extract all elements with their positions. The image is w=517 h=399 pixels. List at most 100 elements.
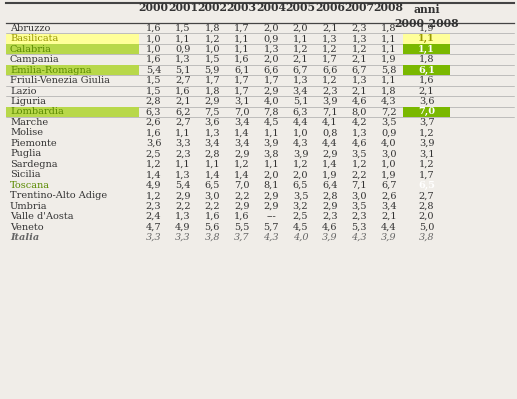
Text: 5,4: 5,4	[175, 181, 191, 190]
Text: Molise: Molise	[10, 128, 43, 137]
Text: 1,2: 1,2	[352, 160, 367, 169]
Text: 4,6: 4,6	[322, 223, 338, 231]
Text: 1,6: 1,6	[205, 212, 220, 221]
Text: 1,3: 1,3	[293, 76, 308, 85]
Text: 2,0: 2,0	[293, 170, 308, 179]
Text: Friuli-Venezia Giulia: Friuli-Venezia Giulia	[10, 76, 110, 85]
Text: 0,8: 0,8	[322, 128, 338, 137]
Text: 4,9: 4,9	[146, 181, 161, 190]
Text: 2,6: 2,6	[381, 191, 397, 200]
Text: 3,0: 3,0	[381, 149, 397, 158]
Text: Piemonte: Piemonte	[10, 139, 56, 148]
Text: media
anni
2000-2008: media anni 2000-2008	[394, 0, 459, 29]
Text: 3,7: 3,7	[419, 118, 434, 127]
Text: 1,3: 1,3	[263, 45, 279, 54]
Text: 2,4: 2,4	[146, 212, 161, 221]
Text: 1,2: 1,2	[234, 160, 250, 169]
Text: 2,9: 2,9	[322, 149, 338, 158]
Text: 1,1: 1,1	[175, 128, 191, 137]
Text: 1,5: 1,5	[175, 24, 191, 33]
Text: 1,1: 1,1	[175, 34, 191, 43]
Text: 1,0: 1,0	[205, 45, 220, 54]
Text: Toscana: Toscana	[10, 181, 50, 190]
Text: 1,6: 1,6	[234, 212, 250, 221]
Text: 1,2: 1,2	[205, 34, 220, 43]
Text: 2,9: 2,9	[263, 191, 279, 200]
Text: 6,1: 6,1	[234, 65, 250, 75]
Text: 4,1: 4,1	[322, 118, 338, 127]
Text: Valle d'Aosta: Valle d'Aosta	[10, 212, 73, 221]
Text: 3,8: 3,8	[205, 233, 220, 242]
Text: 2002: 2002	[197, 2, 227, 13]
Text: 1,8: 1,8	[381, 87, 397, 95]
Text: 6,6: 6,6	[264, 65, 279, 75]
Text: 3,9: 3,9	[322, 97, 338, 106]
Text: 1,1: 1,1	[293, 34, 308, 43]
Text: 1,8: 1,8	[205, 87, 220, 95]
Text: 6,5: 6,5	[418, 181, 435, 190]
Text: 7,2: 7,2	[381, 107, 397, 117]
Text: 2,9: 2,9	[322, 201, 338, 211]
Text: 5,4: 5,4	[146, 65, 161, 75]
Text: 3,9: 3,9	[263, 139, 279, 148]
Text: Calabria: Calabria	[10, 45, 52, 54]
Text: 1,2: 1,2	[419, 128, 434, 137]
Text: 2004: 2004	[256, 2, 286, 13]
Text: 2,8: 2,8	[205, 149, 220, 158]
Text: 3,2: 3,2	[293, 201, 308, 211]
Text: Veneto: Veneto	[10, 223, 43, 231]
Text: 7,0: 7,0	[418, 107, 435, 117]
Bar	[403, 65, 450, 75]
Bar	[403, 34, 450, 44]
Text: 7,0: 7,0	[234, 107, 250, 117]
Text: 1,6: 1,6	[146, 128, 161, 137]
Text: 1,3: 1,3	[352, 128, 367, 137]
Text: Campania: Campania	[10, 55, 59, 64]
Text: 1,5: 1,5	[146, 76, 161, 85]
Text: 1,2: 1,2	[352, 45, 367, 54]
Text: 8,0: 8,0	[352, 107, 367, 117]
Text: 4,4: 4,4	[293, 118, 308, 127]
Text: Sardegna: Sardegna	[10, 160, 57, 169]
Text: 1,4: 1,4	[234, 128, 250, 137]
Text: ---: ---	[266, 212, 276, 221]
Text: 2,1: 2,1	[293, 55, 308, 64]
Text: 1,0: 1,0	[146, 34, 161, 43]
Text: 1,0: 1,0	[146, 45, 161, 54]
Text: 1,5: 1,5	[146, 87, 161, 95]
Text: 4,4: 4,4	[322, 139, 338, 148]
Text: Basilicata: Basilicata	[10, 34, 58, 43]
Text: 1,9: 1,9	[322, 170, 338, 179]
Text: 1,8: 1,8	[205, 24, 220, 33]
Text: 6,5: 6,5	[205, 181, 220, 190]
Text: 4,5: 4,5	[263, 118, 279, 127]
Text: 2,3: 2,3	[352, 212, 367, 221]
Text: 6,5: 6,5	[293, 181, 308, 190]
Text: 2,3: 2,3	[146, 201, 161, 211]
Text: 2,7: 2,7	[175, 118, 191, 127]
Text: 3,9: 3,9	[322, 233, 338, 242]
Text: 2,9: 2,9	[234, 201, 250, 211]
Text: 6,4: 6,4	[322, 181, 338, 190]
Text: 4,0: 4,0	[263, 97, 279, 106]
Text: 3,8: 3,8	[419, 233, 434, 242]
Text: 5,6: 5,6	[205, 223, 220, 231]
Text: Liguria: Liguria	[10, 97, 46, 106]
Text: 6,3: 6,3	[146, 107, 161, 117]
Text: 2,3: 2,3	[322, 87, 338, 95]
Text: 1,1: 1,1	[234, 34, 250, 43]
Text: 4,3: 4,3	[293, 139, 308, 148]
Text: 1,7: 1,7	[234, 24, 250, 33]
Text: 1,2: 1,2	[322, 45, 338, 54]
Bar	[6, 65, 139, 75]
Text: 7,0: 7,0	[234, 181, 250, 190]
Text: 2,0: 2,0	[419, 212, 434, 221]
Text: Umbria: Umbria	[10, 201, 48, 211]
Text: 1,3: 1,3	[205, 128, 220, 137]
Text: 1,4: 1,4	[322, 160, 338, 169]
Text: 2,0: 2,0	[293, 24, 308, 33]
Text: 3,5: 3,5	[352, 149, 367, 158]
Text: 2007: 2007	[344, 2, 374, 13]
Text: 2,2: 2,2	[205, 201, 220, 211]
Bar	[6, 34, 139, 44]
